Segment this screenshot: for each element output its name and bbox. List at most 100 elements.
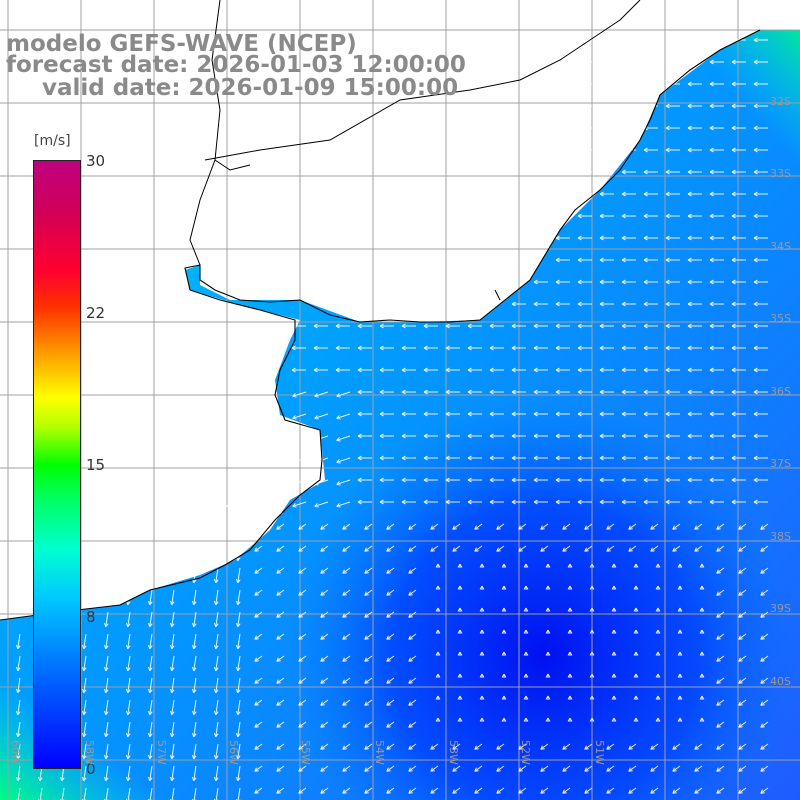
wind-vector-head [672, 789, 675, 794]
wind-vector-head [731, 193, 736, 197]
wind-vector-head [169, 710, 173, 716]
wind-vector-head [694, 525, 697, 530]
wind-vector [237, 677, 241, 693]
wind-vector-head [738, 789, 741, 794]
wind-vector-head [577, 435, 582, 439]
wind-vector-head [643, 303, 648, 307]
wind-vector-head [621, 257, 626, 261]
wind-vector-head [336, 395, 341, 398]
wind-vector-head [635, 563, 639, 568]
wind-vector-head [254, 547, 257, 552]
wind-vector [292, 457, 307, 463]
wind-vector-head [760, 704, 765, 706]
wind-vector [364, 567, 373, 574]
wind-vector [248, 479, 263, 485]
wind-vector [336, 457, 351, 463]
wind-vector-head [621, 215, 626, 219]
wind-vector-head [584, 770, 589, 772]
wind-vector-head [599, 105, 604, 109]
wind-vector [127, 589, 131, 605]
wind-vector-head [511, 413, 516, 417]
wind-vector-head [169, 776, 173, 782]
wind-vector-head [643, 237, 648, 241]
wind-vector-head [313, 347, 318, 351]
wind-vector [105, 699, 109, 715]
wind-vector-head [248, 505, 253, 508]
wind-vector-head [401, 411, 406, 415]
wind-vector-head [336, 417, 341, 420]
wind-vector-head [760, 792, 765, 794]
wind-vector-head [753, 83, 758, 87]
wind-vector-head [753, 501, 758, 505]
wind-vector-head [292, 415, 296, 419]
wind-vector-head [298, 635, 301, 640]
wind-vector-head [621, 61, 626, 65]
wind-vector-head [731, 455, 736, 459]
wind-vector [127, 611, 131, 627]
wind-vector-head [445, 477, 450, 481]
wind-vector-head [760, 616, 765, 618]
wind-vector-head [83, 777, 87, 782]
wind-vector-head [643, 37, 648, 41]
wind-vector-head [401, 369, 406, 373]
wind-vector [215, 743, 219, 759]
title-forecast-date: forecast date: 2026-01-03 12:00:00 [6, 52, 466, 78]
wind-vector-head [452, 770, 457, 772]
wind-vector [254, 699, 263, 706]
wind-vector-head [496, 748, 501, 750]
wind-vector-head [555, 501, 560, 505]
wind-vector-head [147, 622, 151, 628]
wind-vector [105, 677, 109, 693]
wind-vector-head [545, 651, 549, 656]
wind-vector-head [445, 501, 450, 505]
wind-vector-head [687, 259, 692, 263]
wind-vector-head [149, 623, 153, 628]
wind-vector-head [611, 651, 615, 656]
wind-vector-head [357, 479, 362, 483]
lon-label: 58W [83, 740, 96, 765]
wind-vector-head [621, 37, 626, 41]
wind-vector-head [496, 792, 501, 794]
wind-vector-head [701, 607, 705, 612]
wind-vector-head [518, 745, 521, 750]
wind-vector-head [621, 81, 626, 85]
wind-vector-head [127, 689, 131, 694]
wind-vector-head [408, 528, 413, 530]
wind-vector-head [738, 550, 743, 552]
wind-vector-head [716, 547, 719, 552]
wind-vector-head [621, 83, 626, 87]
wind-vector-head [213, 754, 217, 760]
wind-vector-head [716, 679, 719, 684]
wind-vector-head [577, 325, 582, 329]
wind-vector [518, 765, 527, 772]
wind-vector-head [292, 505, 297, 508]
wind-vector-head [753, 413, 758, 417]
wind-vector-head [408, 701, 411, 706]
wind-vector-head [430, 528, 435, 530]
wind-vector-head [435, 695, 439, 700]
wind-vector-head [445, 433, 450, 437]
wind-vector-head [423, 499, 428, 503]
wind-vector-head [523, 695, 527, 700]
wind-vector-head [731, 37, 736, 41]
wind-vector-head [452, 745, 455, 750]
wind-vector-head [577, 81, 582, 85]
wind-vector-head [731, 369, 736, 373]
wind-vector-head [364, 792, 369, 794]
wind-vector-head [481, 673, 485, 678]
wind-vector [193, 699, 197, 715]
wind-vector-head [599, 125, 604, 129]
wind-vector-head [127, 733, 131, 738]
wind-vector-head [467, 323, 472, 327]
wind-vector-head [81, 754, 85, 760]
wind-vector-head [518, 767, 521, 772]
wind-vector-head [364, 770, 369, 772]
wind-vector-head [489, 345, 494, 349]
wind-vector [430, 765, 439, 772]
wind-vector-head [386, 701, 389, 706]
wind-vector-head [435, 629, 439, 634]
wind-vector-head [149, 777, 153, 782]
wind-vector-head [408, 726, 413, 728]
wind-vector-head [127, 777, 131, 782]
wind-vector-head [357, 367, 362, 371]
